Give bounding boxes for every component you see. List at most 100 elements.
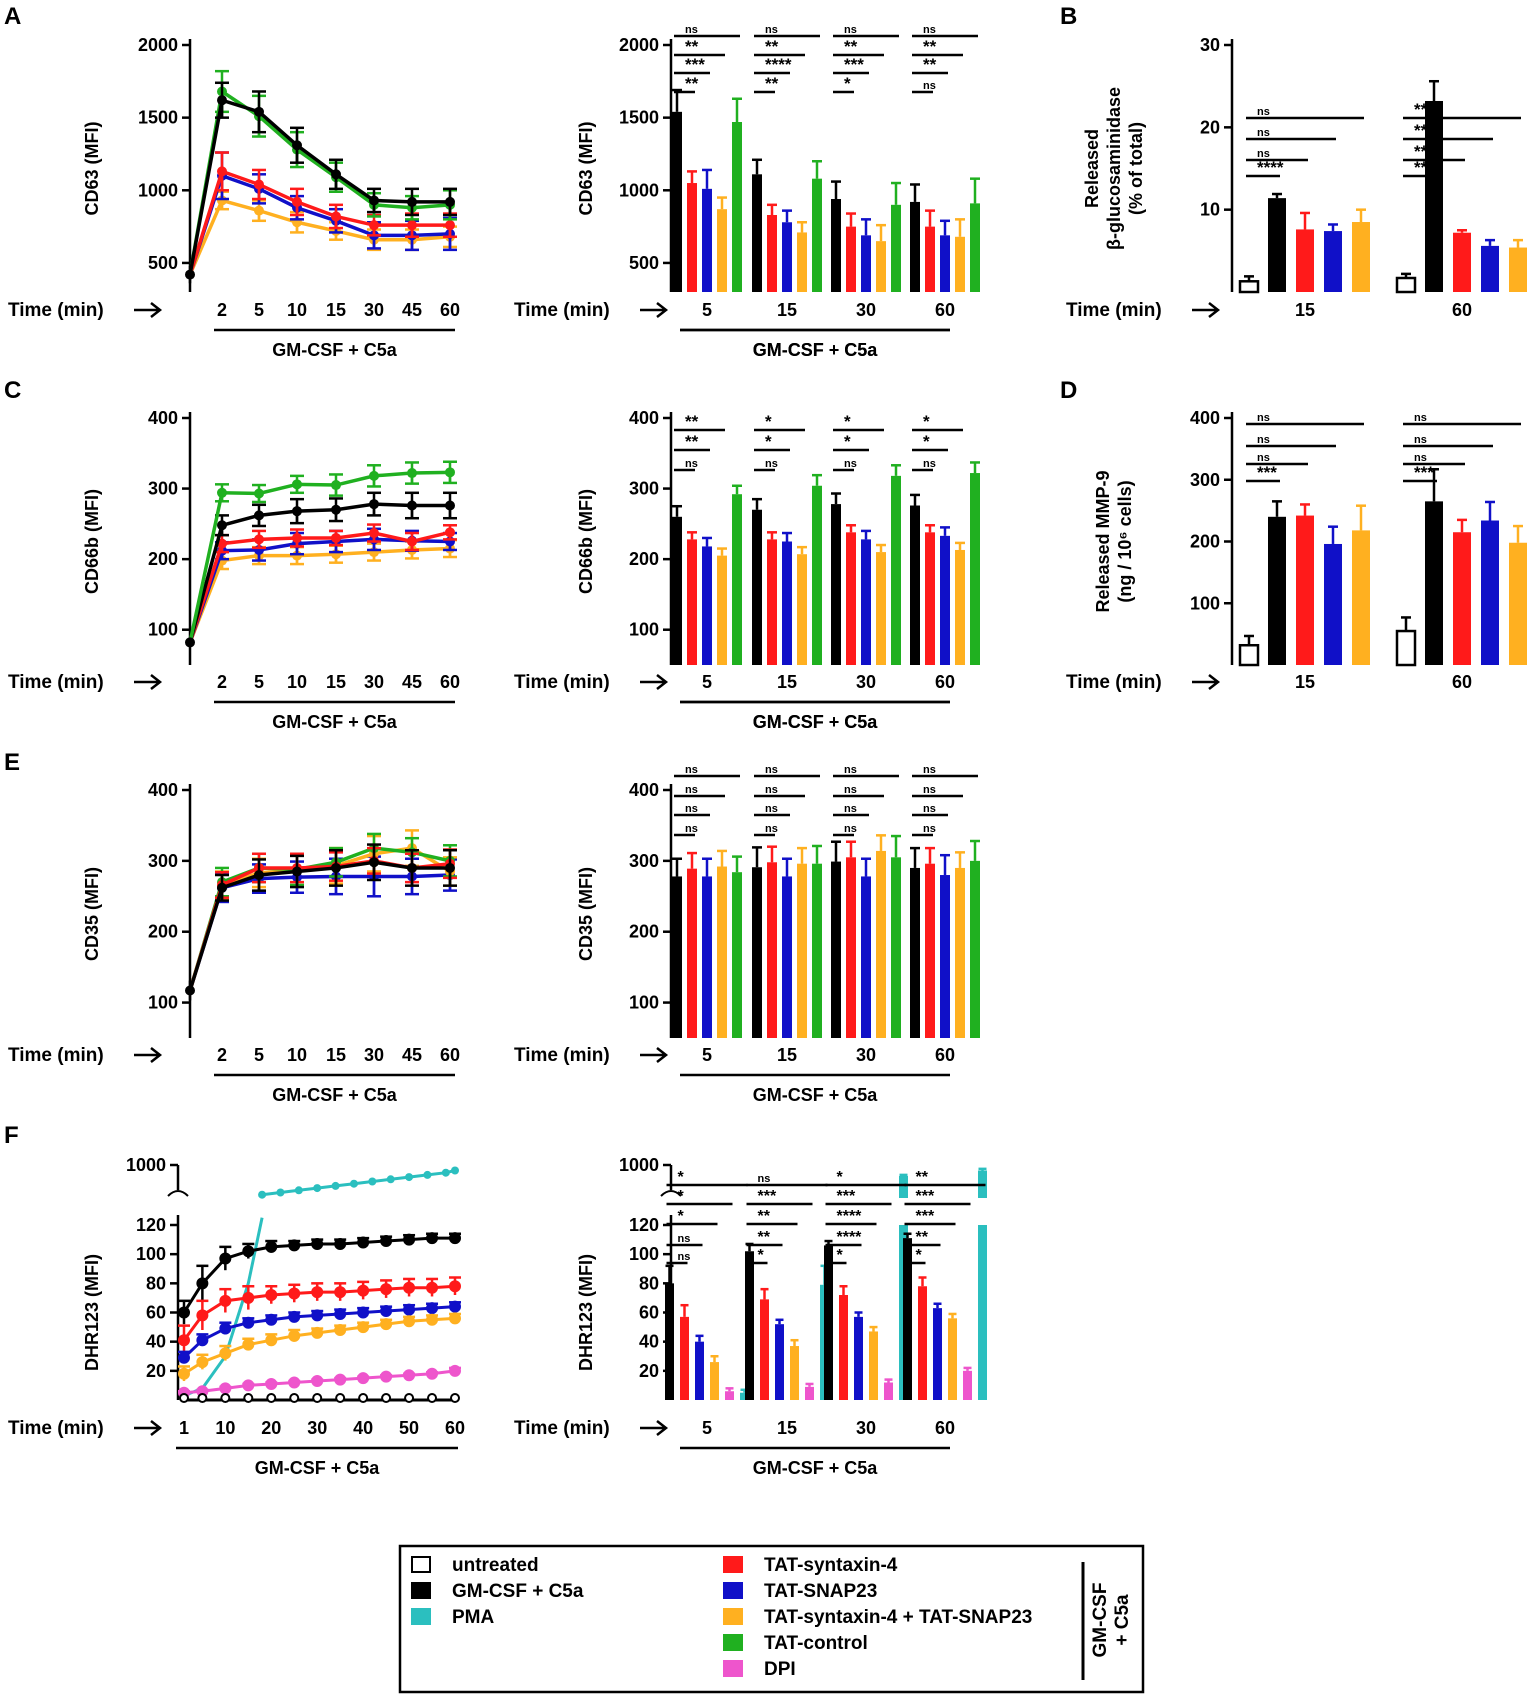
data-point: [407, 862, 417, 873]
bar-gmcsf_c5a: [752, 867, 762, 1038]
time-label: Time (min): [1066, 672, 1162, 693]
data-point: [357, 1321, 370, 1334]
data-point: [369, 195, 379, 206]
bar-gmcsf_c5a: [910, 867, 920, 1038]
bar-tat_snap23: [940, 535, 950, 665]
data-point: [254, 510, 264, 521]
data-point: [178, 1351, 190, 1364]
bar-gmcsf_c5a: [672, 111, 682, 292]
y-tick-label: 100: [629, 1244, 659, 1264]
significance-label: **: [685, 432, 699, 451]
y-tick-label: 1500: [138, 108, 178, 128]
category-label: 5: [702, 1045, 712, 1065]
data-point: [369, 220, 379, 231]
y-tick-label: 80: [639, 1273, 659, 1293]
significance-label: ***: [1257, 463, 1277, 482]
series-line-tat_control: [188, 88, 451, 275]
bar-gmcsf_c5a: [672, 876, 682, 1038]
x-tick-label: 2: [217, 300, 227, 320]
bar-tat_both: [1509, 542, 1527, 665]
bar-tat_both: [948, 1318, 957, 1400]
bar-gmcsf_c5a: [752, 509, 762, 665]
bar-pma-upper: [899, 1176, 908, 1198]
significance-label: **: [758, 1208, 771, 1225]
bar-tat_snap23: [854, 1316, 863, 1400]
legend-swatch-tat_control: [723, 1634, 743, 1651]
bar-gmcsf_c5a: [752, 174, 762, 292]
data-point: [242, 1245, 255, 1258]
significance-label: ns: [765, 823, 778, 835]
data-point: [312, 1393, 323, 1403]
significance-label: *: [844, 74, 851, 93]
bar-gmcsf_c5a: [1268, 198, 1286, 292]
data-point: [357, 1306, 370, 1319]
y-tick-label: 1000: [619, 1155, 659, 1175]
x-tick-label: 5: [254, 300, 264, 320]
data-point: [449, 1364, 461, 1377]
bar-dpi: [805, 1386, 814, 1400]
bar-tat_syntaxin4: [1296, 515, 1314, 665]
data-point: [441, 1168, 450, 1177]
data-point: [445, 862, 455, 873]
y-tick-label: 200: [148, 922, 178, 942]
bar-tat_syntaxin4: [760, 1299, 769, 1400]
data-point: [197, 1393, 208, 1403]
legend-label-dpi: DPI: [764, 1659, 796, 1680]
bar-dpi: [725, 1391, 734, 1400]
series-line-tat_both: [188, 546, 451, 644]
y-tick-label: 200: [629, 922, 659, 942]
data-point: [265, 1240, 278, 1253]
arrow-icon: [1192, 674, 1221, 690]
significance-label: *: [923, 412, 930, 431]
category-label: 5: [702, 1418, 712, 1438]
y-tick-label: 400: [148, 408, 178, 428]
data-point: [380, 1235, 393, 1248]
panel-label-a: A: [4, 3, 21, 30]
data-point: [369, 499, 379, 510]
data-point: [334, 1307, 347, 1320]
time-label: Time (min): [514, 1418, 610, 1439]
y-tick-label: 100: [629, 993, 659, 1013]
data-point: [178, 1367, 190, 1380]
x-tick-label: 2: [217, 672, 227, 692]
significance-label: ns: [923, 24, 936, 36]
data-point: [403, 1303, 416, 1316]
significance-label: ns: [844, 764, 857, 776]
treatment-label: GM-CSF + C5a: [753, 712, 879, 732]
y-tick-label: 400: [629, 408, 659, 428]
legend-swatch-pma: [411, 1608, 431, 1625]
time-label: Time (min): [1066, 300, 1162, 321]
data-point: [386, 1175, 395, 1184]
data-point: [292, 506, 302, 517]
category-label: 60: [1452, 672, 1472, 692]
bar-tat_control: [891, 857, 901, 1038]
significance-label: ***: [837, 1188, 856, 1205]
bar-tat_snap23: [702, 546, 712, 665]
bar-gmcsf_c5a: [831, 861, 841, 1038]
significance-label: ****: [765, 55, 792, 74]
data-point: [196, 1334, 209, 1347]
significance-label: ***: [916, 1208, 935, 1225]
legend-swatch-gmcsf_c5a: [411, 1582, 431, 1599]
bar-tat_snap23: [782, 541, 792, 665]
series-line-tat_syntaxin4: [188, 530, 451, 643]
data-point: [380, 1305, 393, 1318]
time-label: Time (min): [8, 1418, 104, 1439]
significance-label: ****: [1257, 158, 1284, 177]
significance-label: **: [765, 74, 779, 93]
bar-tat_control: [891, 204, 901, 292]
bar-gmcsf_c5a: [831, 199, 841, 292]
significance-label: **: [685, 412, 699, 431]
chart-c_line: 100 200 300 400 CD66b (MFI) 2 5 10 15 30 45 60 Time …: [8, 408, 460, 732]
significance-label: ****: [1414, 142, 1441, 161]
data-point: [381, 1393, 392, 1403]
treatment-label: GM-CSF + C5a: [753, 712, 879, 732]
bar-tat_syntaxin4: [846, 532, 856, 665]
arrow-icon: [640, 1420, 669, 1436]
bar-tat_both: [955, 549, 965, 665]
treatment-label: GM-CSF + C5a: [272, 340, 398, 360]
bar-gmcsf_c5a: [910, 201, 920, 292]
bar-tat_both: [717, 866, 727, 1038]
significance-label: *: [844, 432, 851, 451]
data-point: [219, 1382, 232, 1395]
